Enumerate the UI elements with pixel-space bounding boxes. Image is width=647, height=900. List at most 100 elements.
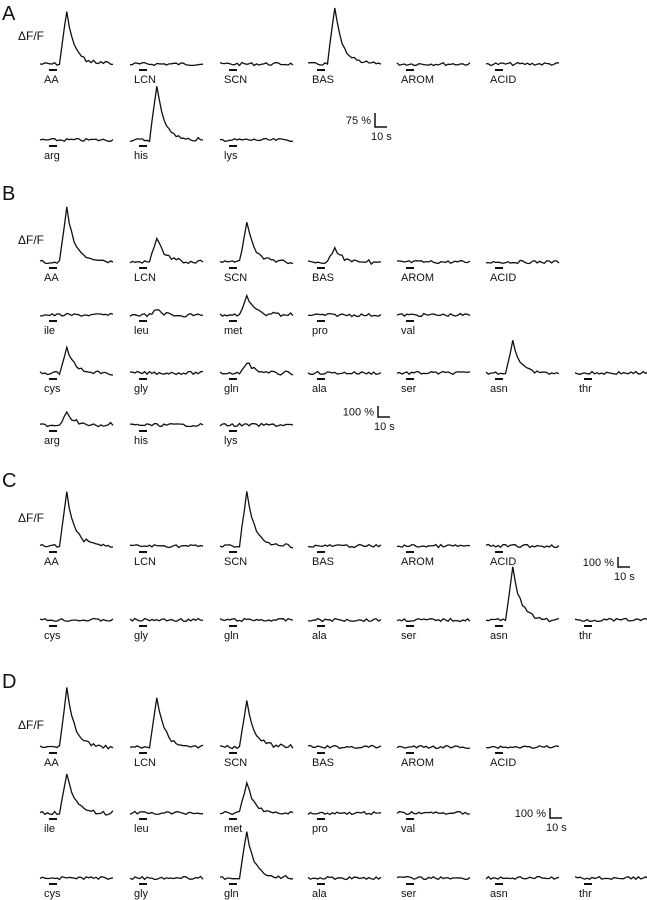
trace-ser: ser <box>396 617 471 642</box>
trace-line <box>129 236 204 265</box>
scale-bar-y-label: 100 % <box>515 808 546 820</box>
trace-line <box>219 293 294 318</box>
trace-ala: ala <box>307 875 382 900</box>
stimulus-label: LCN <box>134 74 156 86</box>
trace-arg: arg <box>39 137 114 162</box>
trace-gly: gly <box>129 617 204 642</box>
trace-line <box>219 617 294 623</box>
trace-line <box>307 370 382 376</box>
stimulus-label: gly <box>134 383 149 395</box>
trace-line <box>574 617 647 623</box>
stimulus-label: gly <box>134 630 149 642</box>
stimulus-label: met <box>224 325 242 337</box>
trace-his: his <box>129 422 204 447</box>
stimulus-label: ACID <box>490 556 516 568</box>
scale-bar-lines <box>374 113 387 128</box>
trace-BAS: BAS <box>307 245 382 284</box>
scale-bar-x-label: 10 s <box>546 822 567 834</box>
trace-line <box>396 810 471 816</box>
trace-line <box>307 7 382 66</box>
y-axis-label: ΔF/F <box>18 233 44 247</box>
scale-bar: 75 %10 s <box>346 113 392 143</box>
trace-line <box>485 875 560 881</box>
panel-C: C ΔF/F AA LCN SCN BAS AROM ACID cys gly gln ala ser a… <box>2 470 647 642</box>
trace-LCN: LCN <box>129 61 204 86</box>
stimulus-label: cys <box>44 383 61 395</box>
trace-cys: cys <box>39 617 114 642</box>
stimulus-label: pro <box>312 823 328 835</box>
stimulus-label: leu <box>134 823 149 835</box>
trace-leu: leu <box>129 309 204 337</box>
stimulus-label: cys <box>44 630 61 642</box>
stimulus-label: LCN <box>134 556 156 568</box>
stimulus-label: AROM <box>401 272 434 284</box>
stimulus-label: SCN <box>224 74 247 86</box>
trace-AROM: AROM <box>396 543 471 568</box>
trace-line <box>39 491 114 548</box>
trace-line <box>219 491 294 549</box>
stimulus-label: BAS <box>312 272 334 284</box>
trace-line <box>129 697 204 749</box>
trace-line <box>396 370 471 376</box>
stimulus-label: LCN <box>134 272 156 284</box>
trace-line <box>307 810 382 816</box>
trace-ile: ile <box>40 312 114 337</box>
trace-BAS: BAS <box>307 744 382 769</box>
trace-SCN: SCN <box>219 491 294 568</box>
trace-AA: AA <box>39 687 114 769</box>
stimulus-label: met <box>224 823 242 835</box>
trace-LCN: LCN <box>129 697 204 769</box>
trace-line <box>307 875 382 881</box>
trace-line <box>396 543 471 549</box>
stimulus-label: SCN <box>224 272 247 284</box>
stimulus-label: asn <box>490 888 508 900</box>
trace-leu: leu <box>129 810 204 835</box>
trace-line <box>129 875 204 881</box>
trace-line <box>396 875 471 881</box>
panel-A: AΔF/F AA LCN SCN BAS AROM ACID arg his lys 75 %10 … <box>2 3 560 162</box>
trace-asn: asn <box>485 875 560 900</box>
stimulus-label: gly <box>134 888 149 900</box>
stimulus-label: AA <box>44 272 59 284</box>
stimulus-label: lys <box>224 150 238 162</box>
trace-pro: pro <box>307 810 382 835</box>
trace-line <box>307 617 382 623</box>
stimulus-label: AA <box>44 757 59 769</box>
trace-line <box>219 780 294 816</box>
trace-thr: thr <box>574 617 647 642</box>
trace-line <box>485 566 560 623</box>
trace-BAS: BAS <box>307 543 382 568</box>
trace-asn: asn <box>485 340 560 395</box>
trace-thr: thr <box>574 370 647 395</box>
stimulus-label: asn <box>490 630 508 642</box>
trace-his: his <box>129 86 204 162</box>
stimulus-label: pro <box>312 325 328 337</box>
trace-lys: lys <box>219 422 294 447</box>
stimulus-label: thr <box>579 383 592 395</box>
trace-AROM: AROM <box>396 259 471 284</box>
trace-line <box>307 744 382 750</box>
trace-line <box>129 544 204 549</box>
trace-ser: ser <box>396 370 471 395</box>
trace-ile: ile <box>39 773 114 835</box>
stimulus-label: gln <box>224 888 239 900</box>
stimulus-label: gln <box>224 383 239 395</box>
trace-SCN: SCN <box>219 61 294 86</box>
trace-line <box>219 137 294 143</box>
trace-line <box>574 875 647 881</box>
panel-letter: D <box>2 671 16 693</box>
stimulus-label: AA <box>44 74 59 86</box>
panel-letter: A <box>2 3 16 25</box>
stimulus-label: val <box>401 325 415 337</box>
stimulus-label: SCN <box>224 556 247 568</box>
trace-SCN: SCN <box>219 700 294 769</box>
trace-gly: gly <box>129 875 204 900</box>
trace-SCN: SCN <box>219 222 294 284</box>
trace-line <box>485 61 560 67</box>
trace-pro: pro <box>307 312 382 337</box>
stimulus-label: ile <box>44 325 55 337</box>
panel-D: D ΔF/F AA LCN SCN BAS AROM ACID ile leu met pro val c… <box>2 671 647 900</box>
trace-line <box>129 86 204 143</box>
trace-line <box>129 810 204 816</box>
trace-cys: cys <box>39 875 114 900</box>
